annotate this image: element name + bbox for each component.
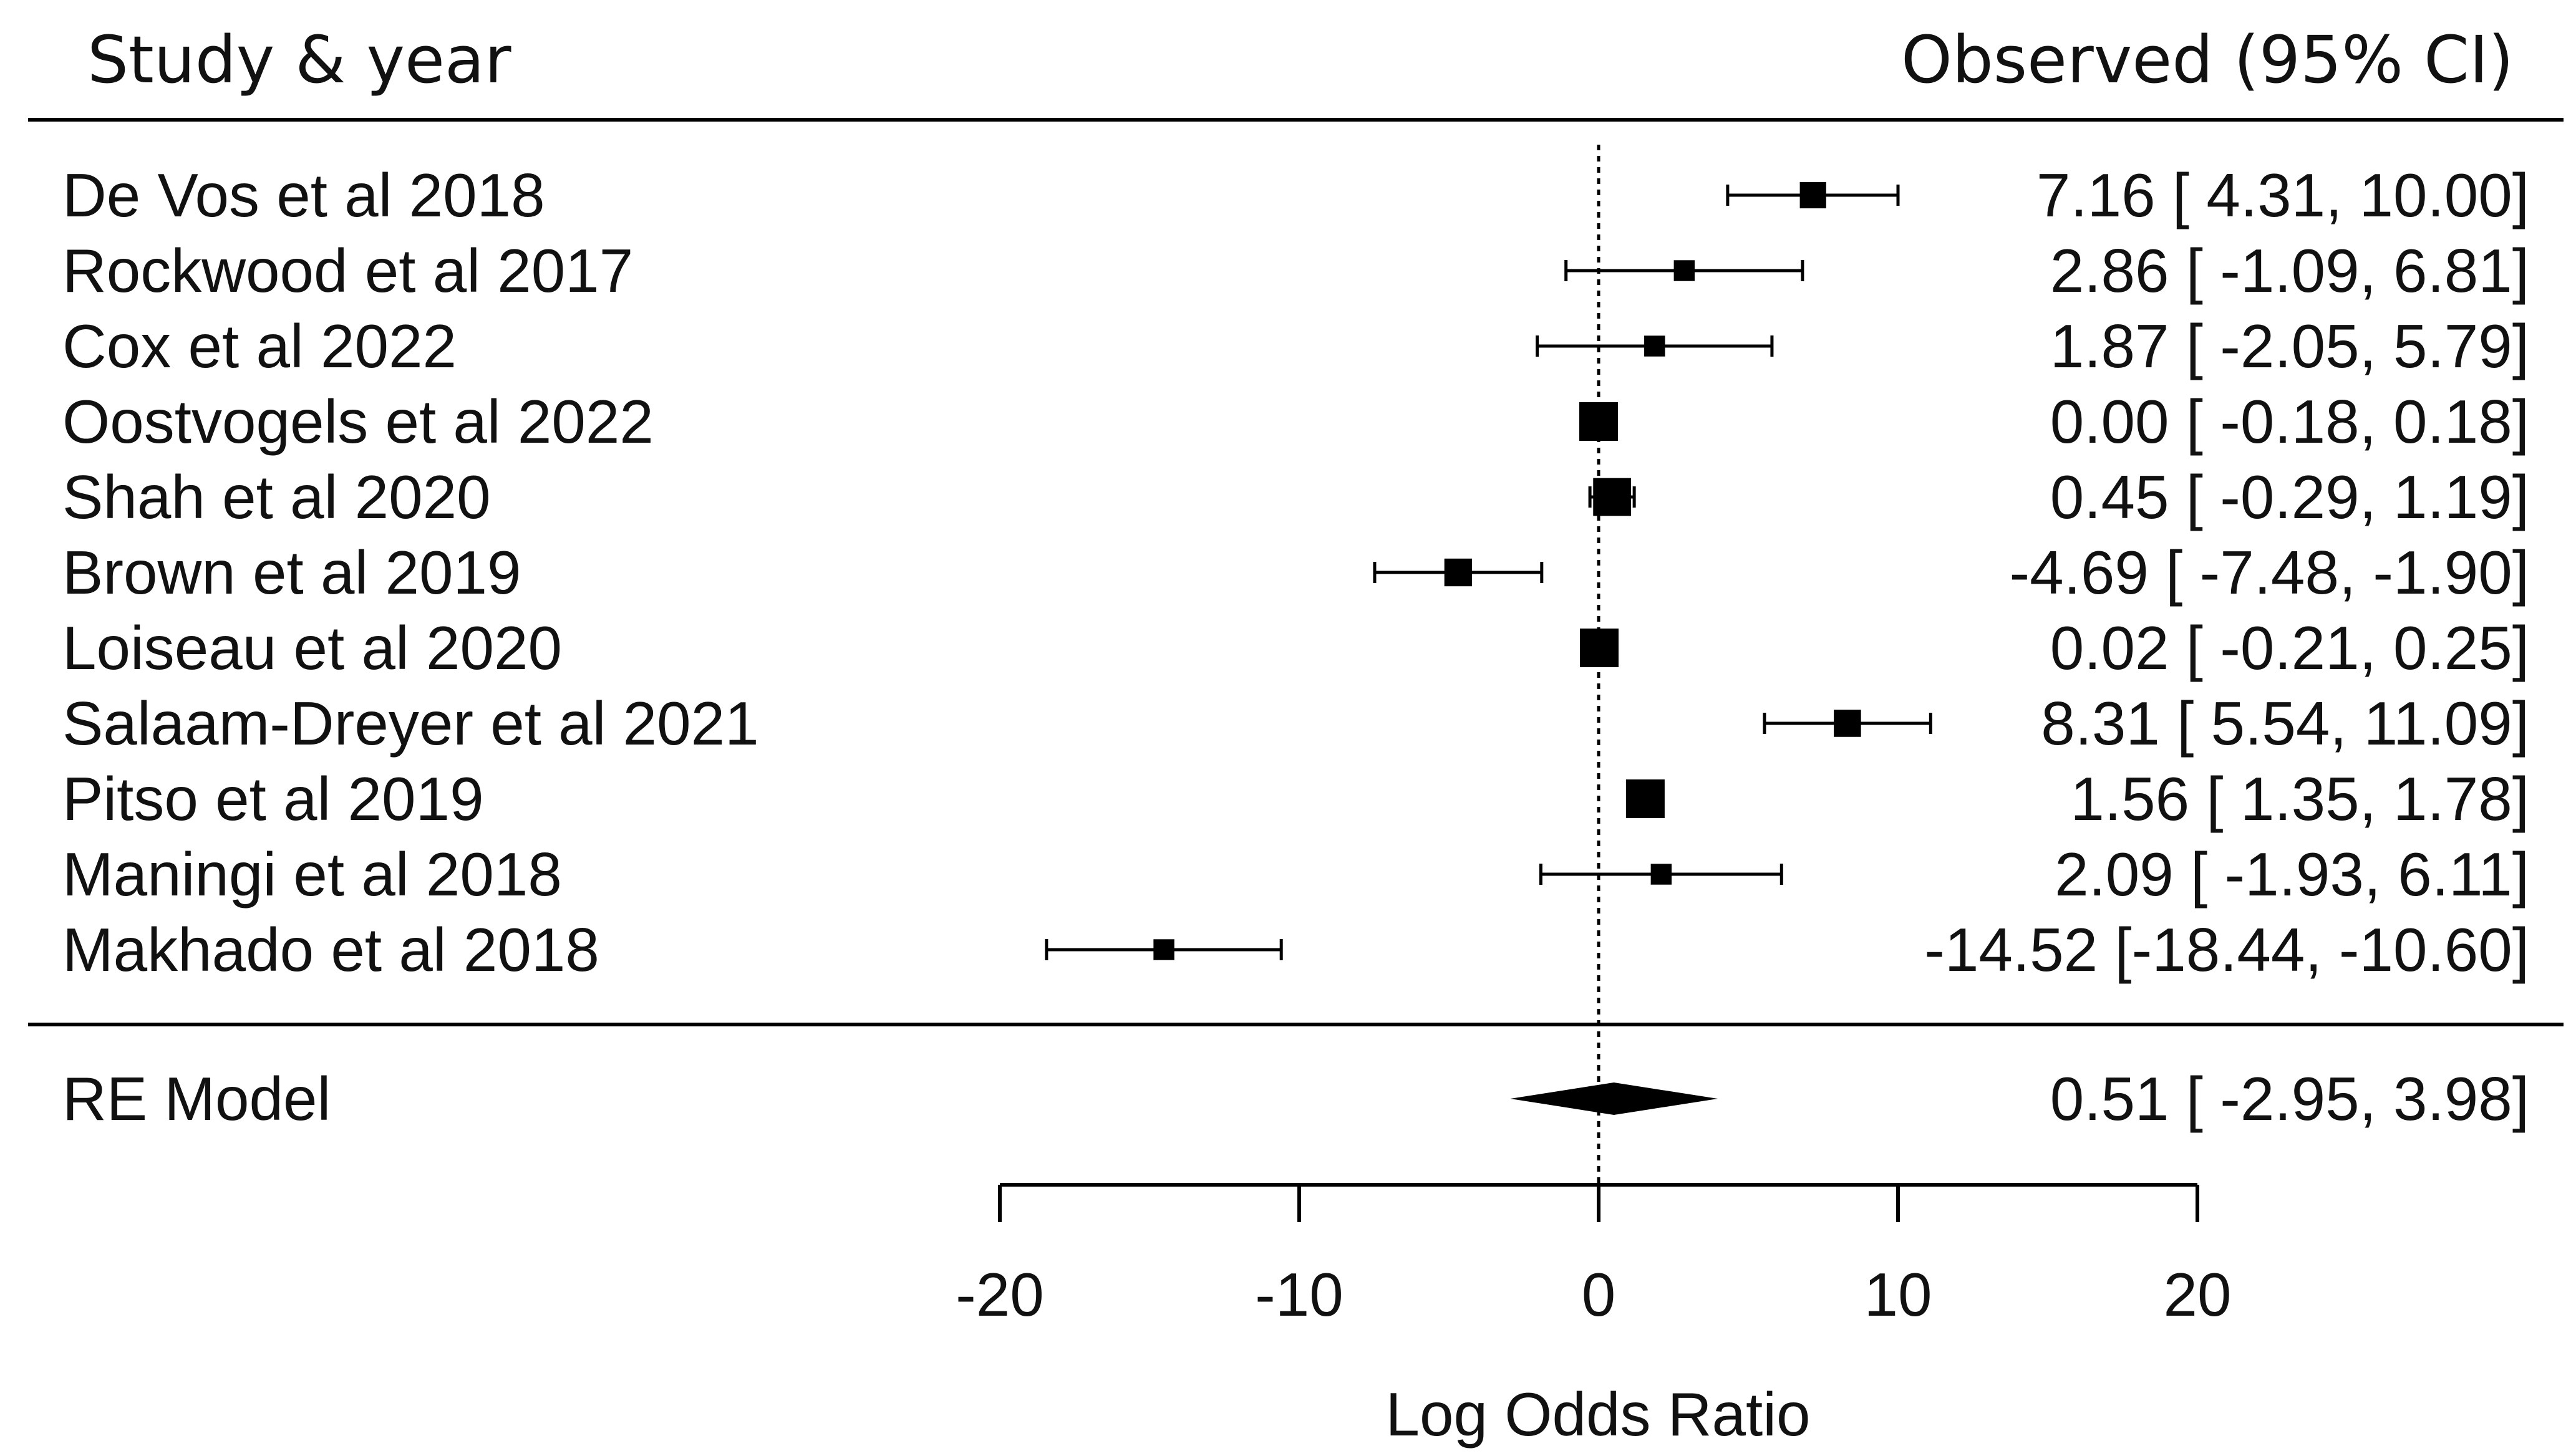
study-label: De Vos et al 2018 [62,161,545,229]
study-rows: De Vos et al 2018 7.16 [ 4.31, 10.00] Rock… [62,161,2529,984]
observed-ci-value: 2.86 [ -1.09, 6.81] [2050,236,2529,305]
x-tick-label: -10 [1255,1260,1344,1329]
point-estimate-marker [1834,710,1861,737]
x-tick-label: 10 [1864,1260,1932,1329]
summary-row: RE Model 0.51 [ -2.95, 3.98] [62,1064,2529,1133]
summary-ci-value: 0.51 [ -2.95, 3.98] [2050,1064,2529,1133]
study-row: Salaam-Dreyer et al 2021 8.31 [ 5.54, 11.… [62,689,2529,758]
study-label: Oostvogels et al 2022 [62,387,654,456]
observed-ci-value: 0.00 [ -0.18, 0.18] [2050,387,2529,456]
study-label: Rockwood et al 2017 [62,236,633,305]
point-estimate-marker [1579,402,1618,441]
study-label: Salaam-Dreyer et al 2021 [62,689,759,758]
study-row: Brown et al 2019 -4.69 [ -7.48, -1.90] [62,538,2529,607]
summary-label: RE Model [62,1064,331,1133]
observed-ci-value: 0.45 [ -0.29, 1.19] [2050,463,2529,531]
point-estimate-marker [1799,181,1826,209]
study-row: Maningi et al 2018 2.09 [ -1.93, 6.11] [62,840,2529,909]
study-row: Loiseau et al 2020 0.02 [ -0.21, 0.25] [62,614,2529,682]
observed-ci-value: 1.56 [ 1.35, 1.78] [2070,764,2529,833]
study-row: Shah et al 2020 0.45 [ -0.29, 1.19] [62,463,2529,531]
x-tick-label: 0 [1582,1260,1616,1329]
point-estimate-marker [1579,629,1619,667]
header-study-year: Study & year [87,22,511,98]
header-observed-ci: Observed (95% CI) [1901,22,2514,98]
observed-ci-value: 0.02 [ -0.21, 0.25] [2050,614,2529,682]
x-tick-label: 20 [2163,1260,2231,1329]
point-estimate-marker [1625,779,1665,818]
point-estimate-marker [1444,558,1473,587]
study-label: Makhado et al 2018 [62,915,599,984]
observed-ci-value: 8.31 [ 5.54, 11.09] [2041,689,2529,758]
observed-ci-value: 2.09 [ -1.93, 6.11] [2055,840,2529,909]
point-estimate-marker [1673,260,1695,281]
observed-ci-value: -14.52 [-18.44, -10.60] [1924,915,2529,984]
study-row: Cox et al 2022 1.87 [ -2.05, 5.79] [62,312,2529,380]
study-label: Shah et al 2020 [62,463,491,531]
study-label: Maningi et al 2018 [62,840,562,909]
study-row: Oostvogels et al 2022 0.00 [ -0.18, 0.18] [62,387,2529,456]
study-label: Cox et al 2022 [62,312,457,380]
point-estimate-marker [1153,939,1174,960]
x-axis: -20 -10 0 10 20 [956,1183,2232,1329]
study-label: Pitso et al 2019 [62,764,484,833]
study-row: Rockwood et al 2017 2.86 [ -1.09, 6.81] [62,236,2529,305]
point-estimate-marker [1644,335,1665,357]
summary-diamond [1510,1082,1718,1115]
x-tick-label: -20 [956,1260,1044,1329]
point-estimate-marker [1650,864,1672,885]
observed-ci-value: -4.69 [ -7.48, -1.90] [2010,538,2529,607]
study-row: Pitso et al 2019 1.56 [ 1.35, 1.78] [62,764,2529,833]
study-row: De Vos et al 2018 7.16 [ 4.31, 10.00] [62,161,2529,229]
study-label: Brown et al 2019 [62,538,521,607]
study-row: Makhado et al 2018 -14.52 [-18.44, -10.60… [62,915,2529,984]
observed-ci-value: 1.87 [ -2.05, 5.79] [2050,312,2529,380]
observed-ci-value: 7.16 [ 4.31, 10.00] [2036,161,2529,229]
x-axis-title: Log Odds Ratio [1386,1380,1811,1449]
study-label: Loiseau et al 2020 [62,614,562,682]
